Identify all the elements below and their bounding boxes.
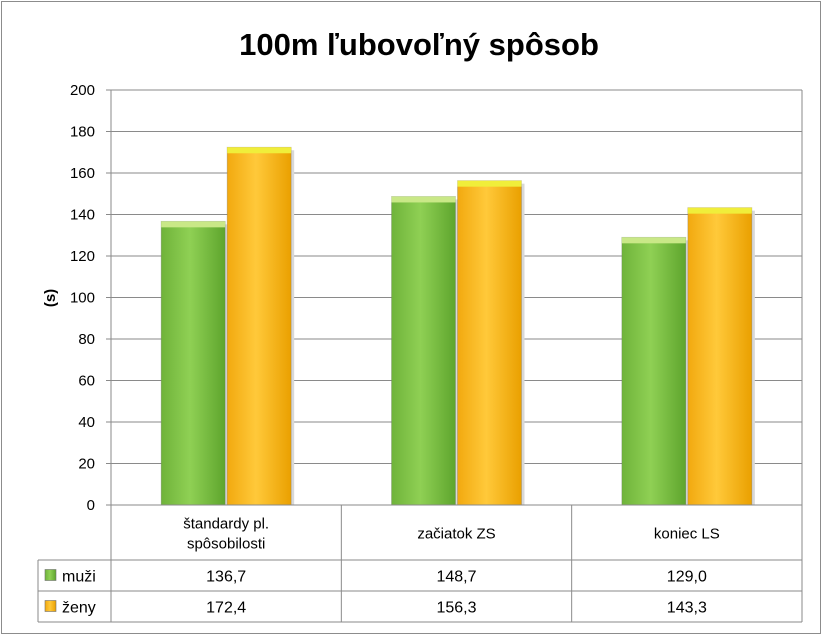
data-label: 136,7 bbox=[206, 569, 246, 586]
bar-top-cap bbox=[687, 207, 752, 214]
y-tick-label: 120 bbox=[70, 248, 95, 265]
bar-top-cap bbox=[457, 180, 522, 187]
data-label: 172,4 bbox=[206, 600, 246, 617]
y-tick-label: 200 bbox=[70, 82, 95, 99]
bar-muži bbox=[621, 236, 687, 506]
y-tick-label: 0 bbox=[87, 497, 95, 514]
bar-top-cap bbox=[161, 221, 226, 228]
data-label: 143,3 bbox=[667, 600, 707, 617]
category-label: koniec LS bbox=[654, 526, 720, 543]
chart-title: 100m ľubovoľný spôsob bbox=[239, 27, 599, 62]
legend-label: muži bbox=[62, 569, 96, 586]
y-tick-label: 60 bbox=[78, 373, 95, 390]
data-label: 148,7 bbox=[436, 569, 476, 586]
y-tick-label: 160 bbox=[70, 165, 95, 182]
bar-ženy bbox=[226, 146, 292, 506]
y-axis-label: (s) bbox=[42, 289, 59, 307]
legend-label: ženy bbox=[62, 600, 96, 617]
y-tick-label: 40 bbox=[78, 414, 95, 431]
bar-top-cap bbox=[227, 147, 292, 154]
legend-swatch bbox=[44, 600, 57, 612]
category-label: štandardy pl. bbox=[183, 516, 269, 533]
bar-muži bbox=[391, 196, 456, 506]
bar-top-cap bbox=[621, 237, 686, 244]
y-tick-label: 140 bbox=[70, 207, 95, 224]
y-tick-label: 80 bbox=[78, 331, 95, 348]
plot-area: 0 20 40 60 80 100 120 140 160 180 200 štandardy pl.… bbox=[37, 82, 803, 623]
data-label: 156,3 bbox=[436, 600, 476, 617]
bar-ženy bbox=[687, 207, 753, 506]
category-label: spôsobilosti bbox=[187, 536, 265, 553]
bar-muži bbox=[160, 220, 226, 506]
category-label: začiatok ZS bbox=[417, 526, 495, 543]
y-tick-label: 100 bbox=[70, 290, 95, 307]
y-tick-label: 180 bbox=[70, 124, 95, 141]
bar-ženy bbox=[457, 180, 522, 506]
legend-swatch bbox=[44, 569, 57, 581]
y-tick-label: 20 bbox=[78, 456, 95, 473]
bar-top-cap bbox=[391, 196, 456, 203]
data-label: 129,0 bbox=[667, 569, 707, 586]
